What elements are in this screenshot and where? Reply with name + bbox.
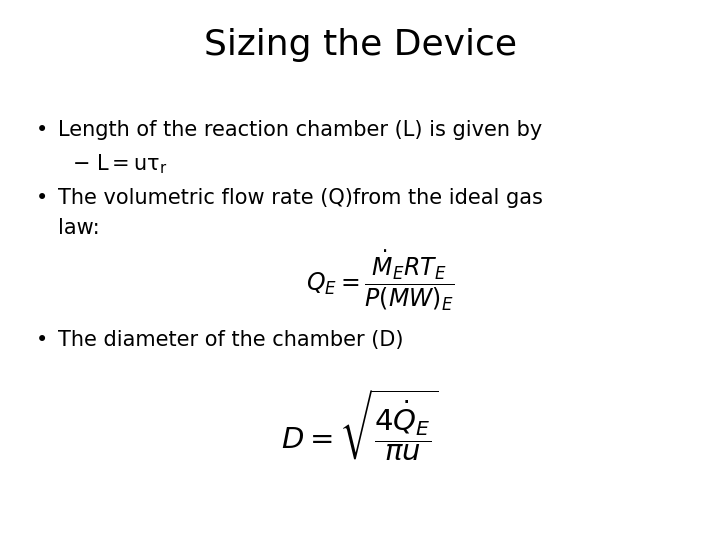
- Text: •: •: [36, 120, 48, 140]
- Text: $-\ \mathsf{L{=}u\tau_r}$: $-\ \mathsf{L{=}u\tau_r}$: [72, 152, 168, 176]
- Text: •: •: [36, 330, 48, 350]
- Text: $D = \sqrt{\dfrac{4\dot{Q}_E}{\pi u}}$: $D = \sqrt{\dfrac{4\dot{Q}_E}{\pi u}}$: [281, 388, 439, 463]
- Text: Length of the reaction chamber (L) is given by: Length of the reaction chamber (L) is gi…: [58, 120, 542, 140]
- Text: $Q_E = \dfrac{\dot{M}_E RT_E}{P(MW)_E}$: $Q_E = \dfrac{\dot{M}_E RT_E}{P(MW)_E}$: [306, 248, 454, 313]
- Text: law:: law:: [58, 218, 99, 238]
- Text: The volumetric flow rate (Q)from the ideal gas: The volumetric flow rate (Q)from the ide…: [58, 188, 543, 208]
- Text: The diameter of the chamber (D): The diameter of the chamber (D): [58, 330, 403, 350]
- Text: Sizing the Device: Sizing the Device: [204, 28, 516, 62]
- Text: •: •: [36, 188, 48, 208]
